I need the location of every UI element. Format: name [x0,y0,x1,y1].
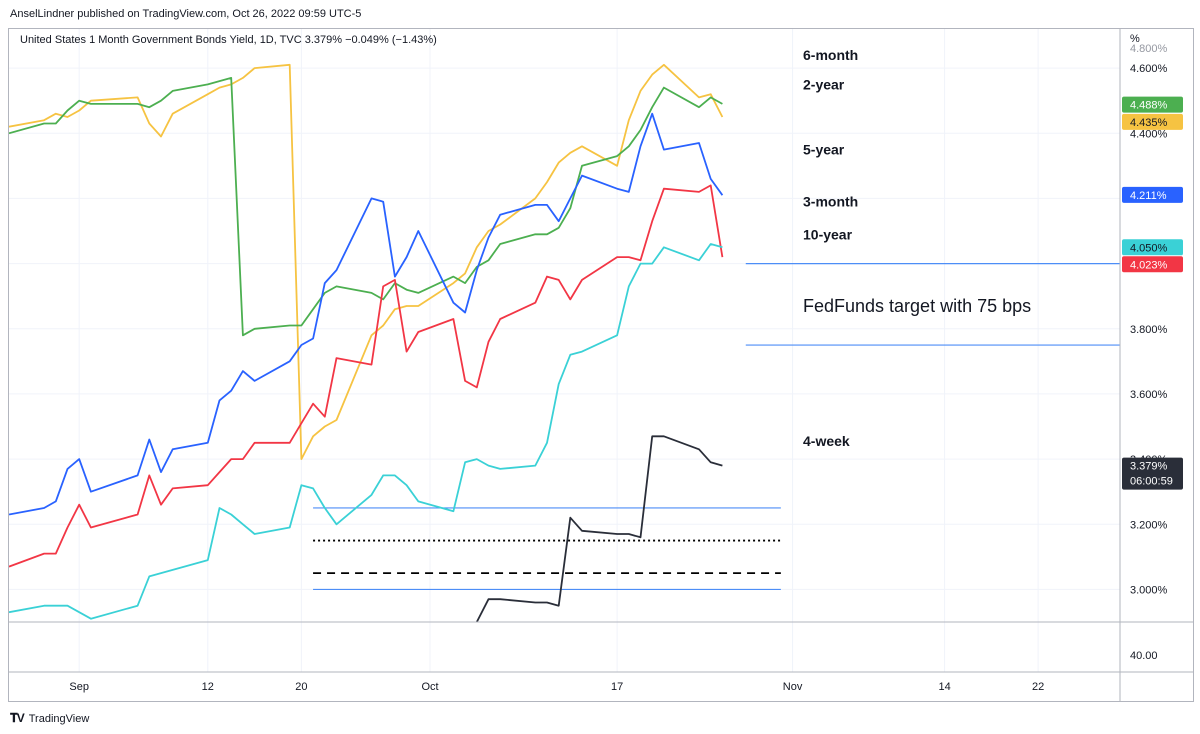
series-labels: 6-month 2-year 5-year 3-month 10-year 4-week F… [803,47,1031,449]
x-tick-label: 20 [295,681,307,693]
price-tags: 4.488% 4.435% 4.211% 4.050% 4.023% 3.379% 06:0… [1122,96,1183,490]
x-tick-label: Nov [783,681,803,693]
x-tick-label: 14 [938,681,950,693]
x-tick-label: 17 [611,681,623,693]
price-tag-value: 4.435% [1130,117,1168,129]
series-line-4-week[interactable] [475,435,723,622]
grid [9,29,1120,672]
x-tick-label: Oct [421,681,438,693]
x-tick-label: 12 [202,681,214,693]
y-tick-label-partial: 4.800% [1130,43,1168,55]
price-tag [1122,96,1183,113]
price-tag [1122,186,1183,203]
price-tag-value: 4.211% [1130,190,1167,202]
series-label: 3-month [803,194,858,210]
price-tag-value: 3.379% [1130,461,1168,473]
lower-pane-label: 40.00 [1130,650,1158,662]
footer: 𝐓V TradingView [10,711,89,726]
reference-lines [313,262,1120,591]
series-line-10-year[interactable] [9,243,723,620]
y-tick-label: 3.600% [1130,389,1168,401]
series-label: 4-week [803,433,850,449]
fedfunds-annotation: FedFunds target with 75 bps [803,296,1031,316]
series-label: 6-month [803,47,858,63]
price-tag-countdown: 06:00:59 [1130,476,1173,488]
price-tag [1122,256,1183,273]
price-tag-value: 4.023% [1130,259,1168,271]
y-tick-label: 3.800% [1130,324,1168,336]
series-label: 5-year [803,142,845,158]
axes: 3.000%3.200%3.400%3.600%3.800%4.000%4.20… [9,29,1194,702]
price-tag-value: 4.050% [1130,242,1168,254]
y-tick-label: 4.400% [1130,128,1168,140]
series-label: 10-year [803,226,853,242]
series-label: 2-year [803,76,845,92]
series-lines [9,63,724,622]
publisher-text: AnselLindner published on TradingView.co… [10,8,362,20]
price-tag [1122,113,1183,130]
tradingview-logo-icon: 𝐓V [10,711,25,725]
series-line-5-year[interactable] [9,112,724,516]
price-tag-value: 4.488% [1130,100,1168,112]
y-tick-label: 3.000% [1130,584,1168,596]
y-tick-label: 3.200% [1130,519,1168,531]
y-unit-label: % [1130,33,1140,45]
y-tick-label: 4.600% [1130,63,1168,75]
x-tick-label: Sep [69,681,89,693]
footer-brand[interactable]: TradingView [28,712,90,725]
price-tag [1122,239,1183,256]
x-tick-label: 22 [1032,681,1044,693]
chart-legend: United States 1 Month Government Bonds Y… [20,34,437,46]
series-line-3-month[interactable] [9,184,724,568]
chart-frame [8,28,1194,702]
series-line-6-month[interactable] [9,63,724,460]
price-tag [1122,457,1183,490]
series-line-2-year[interactable] [9,77,723,337]
